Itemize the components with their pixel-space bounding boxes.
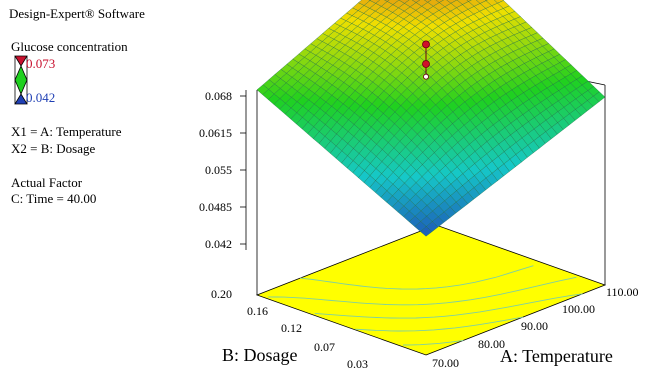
contour-line xyxy=(403,339,464,346)
surface-cell xyxy=(466,0,472,2)
floor-plane xyxy=(255,224,607,356)
surface-cell xyxy=(423,0,432,3)
temperature-tick-label: 90.00 xyxy=(521,319,548,333)
dosage-axis-label: B: Dosage xyxy=(222,345,298,365)
temperature-tick-label: 110.00 xyxy=(606,285,639,299)
actual-factor-heading: Actual Factor xyxy=(11,175,83,190)
surface-cell xyxy=(384,0,390,2)
legend-panel: Design-Expert® Software Glucose concentr… xyxy=(0,0,200,230)
dosage-tick-label: 0.16 xyxy=(247,304,268,318)
dosage-tick-label: 0.03 xyxy=(347,357,368,371)
contour-line xyxy=(300,265,534,290)
legend-high-value: 0.073 xyxy=(26,56,56,71)
contour-floor xyxy=(255,224,607,356)
color-scale-top-icon xyxy=(14,55,28,67)
z-tick-label: 0.042 xyxy=(205,237,232,251)
z-tick-label: 0.068 xyxy=(205,89,232,103)
legend-low-value: 0.042 xyxy=(26,90,56,105)
x2-factor-label: X2 = B: Dosage xyxy=(11,141,96,156)
design-point xyxy=(422,40,430,49)
x1-factor-label: X1 = A: Temperature xyxy=(11,124,122,139)
contour-line xyxy=(268,276,577,306)
dosage-tick-label: 0.20 xyxy=(211,287,232,301)
design-point xyxy=(423,73,429,80)
actual-factor-value: C: Time = 40.00 xyxy=(11,191,97,206)
temperature-axis-label: A: Temperature xyxy=(500,346,613,366)
axes-labels: 0.068 0.0615 0.055 0.0485 0.042 0.20 0.16 0.12 0… xyxy=(199,89,639,371)
z-tick-label: 0.0615 xyxy=(199,126,232,140)
response-name: Glucose concentration xyxy=(11,39,128,54)
color-scale-icon xyxy=(14,55,28,105)
dosage-tick-label: 0.07 xyxy=(314,340,335,354)
design-point xyxy=(422,60,430,68)
temperature-tick-label: 80.00 xyxy=(478,337,505,351)
dosage-tick-label: 0.12 xyxy=(281,321,302,335)
response-surface xyxy=(256,0,606,237)
temperature-tick-label: 100.00 xyxy=(562,302,595,316)
z-tick-label: 0.055 xyxy=(205,163,232,177)
surface-cell xyxy=(420,226,433,237)
contour-line xyxy=(355,316,524,332)
z-tick-label: 0.0485 xyxy=(199,200,232,214)
software-name: Design-Expert® Software xyxy=(9,6,145,21)
contour-line xyxy=(314,293,583,319)
temperature-tick-label: 70.00 xyxy=(432,356,459,370)
design-points xyxy=(422,40,430,80)
color-scale-bottom-icon xyxy=(14,93,28,105)
